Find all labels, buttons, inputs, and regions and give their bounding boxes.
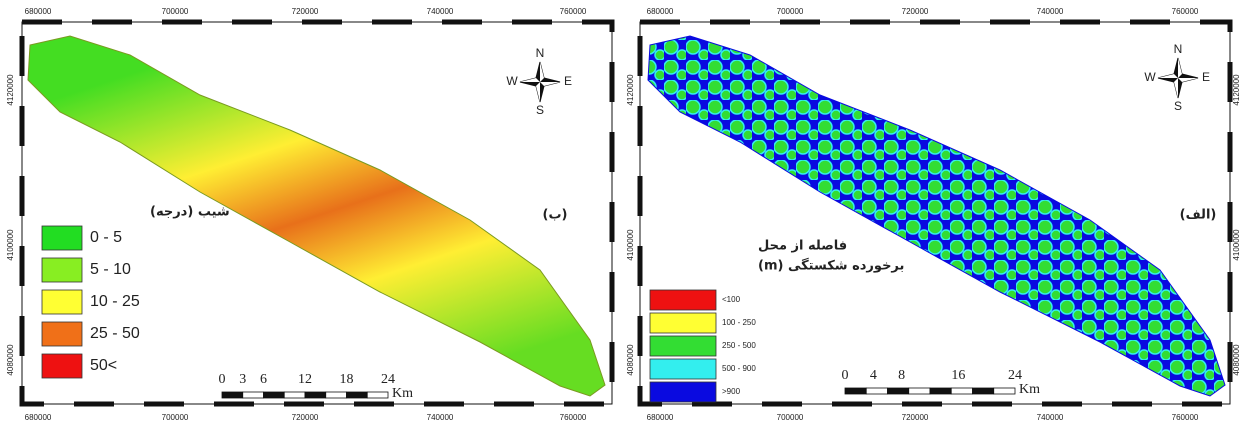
legend-swatch bbox=[650, 290, 716, 310]
top-tick-label: 740000 bbox=[427, 7, 454, 16]
legend-swatch bbox=[42, 322, 82, 346]
scale-bar-segment bbox=[222, 392, 243, 398]
left-tick-label: 4100000 bbox=[626, 229, 635, 261]
scale-unit: Km bbox=[1019, 382, 1040, 397]
scale-label: 0 bbox=[219, 372, 226, 387]
right-tick-label: 4100000 bbox=[1232, 229, 1241, 261]
scale-bar-segment bbox=[951, 388, 972, 394]
map-figure: 680000 700000 720000 740000 760000 680000 7000… bbox=[0, 0, 1248, 430]
legend-title: برخورده شکستگی (m) bbox=[758, 258, 904, 274]
scale-label: 18 bbox=[340, 372, 354, 387]
legend-swatch bbox=[650, 336, 716, 356]
compass-e: E bbox=[1202, 70, 1210, 84]
compass-n: N bbox=[536, 46, 545, 60]
top-tick-label: 760000 bbox=[1172, 7, 1199, 16]
legend-swatch bbox=[650, 382, 716, 402]
compass-n: N bbox=[1174, 42, 1183, 56]
legend-label: 250 - 500 bbox=[722, 341, 756, 350]
left-tick-label: 4080000 bbox=[626, 344, 635, 376]
compass-s: S bbox=[536, 103, 544, 117]
scale-bar-segment bbox=[994, 388, 1015, 394]
left-tick-label: 4080000 bbox=[6, 344, 15, 376]
legend-swatch bbox=[650, 313, 716, 333]
scale-label: 0 bbox=[842, 368, 849, 383]
bottom-tick-label: 680000 bbox=[25, 413, 52, 422]
top-tick-label: 680000 bbox=[25, 7, 52, 16]
top-tick-label: 680000 bbox=[647, 7, 674, 16]
panel-label: (ب) bbox=[543, 208, 568, 223]
scale-label: 8 bbox=[898, 368, 905, 383]
bottom-tick-label: 760000 bbox=[1172, 413, 1199, 422]
scale-bar-segment bbox=[305, 392, 326, 398]
legend-label: 50< bbox=[90, 357, 117, 374]
left-tick-label: 4100000 bbox=[6, 229, 15, 261]
scale-bar-segment bbox=[866, 388, 887, 394]
bottom-tick-label: 720000 bbox=[292, 413, 319, 422]
legend-label: 500 - 900 bbox=[722, 364, 756, 373]
compass-e: E bbox=[564, 74, 572, 88]
bottom-tick-label: 760000 bbox=[560, 413, 587, 422]
scale-bar-segment bbox=[845, 388, 866, 394]
legend-swatch bbox=[650, 359, 716, 379]
bottom-tick-label: 740000 bbox=[427, 413, 454, 422]
bottom-tick-label: 740000 bbox=[1037, 413, 1064, 422]
legend-swatch bbox=[42, 290, 82, 314]
top-tick-label: 700000 bbox=[162, 7, 189, 16]
legend-label: 25 - 50 bbox=[90, 325, 140, 342]
left-tick-label: 4120000 bbox=[6, 74, 15, 106]
legend-label: 0 - 5 bbox=[90, 229, 122, 246]
scale-bar-segment bbox=[909, 388, 930, 394]
scale-bar-segment bbox=[930, 388, 951, 394]
right-tick-label: 4120000 bbox=[1232, 74, 1241, 106]
scale-bar-segment bbox=[973, 388, 994, 394]
scale-label: 3 bbox=[239, 372, 246, 387]
scale-label: 12 bbox=[298, 372, 312, 387]
legend-label: 5 - 10 bbox=[90, 261, 131, 278]
legend-swatch bbox=[42, 258, 82, 282]
bottom-tick-label: 700000 bbox=[777, 413, 804, 422]
left-tick-label: 4120000 bbox=[626, 74, 635, 106]
legend-label: <100 bbox=[722, 295, 741, 304]
scale-unit: Km bbox=[392, 386, 413, 401]
top-tick-label: 720000 bbox=[292, 7, 319, 16]
scale-label: 4 bbox=[870, 368, 877, 383]
scale-label: 6 bbox=[260, 372, 267, 387]
legend-title: شیب (درجه) bbox=[150, 205, 230, 220]
scale-bar-segment bbox=[284, 392, 305, 398]
scale-label: 24 bbox=[381, 372, 395, 387]
panel-label: (الف) bbox=[1180, 208, 1217, 223]
top-tick-label: 760000 bbox=[560, 7, 587, 16]
scale-bar-segment bbox=[888, 388, 909, 394]
scale-bar-segment bbox=[326, 392, 347, 398]
scale-bar-segment bbox=[367, 392, 388, 398]
bottom-tick-label: 720000 bbox=[902, 413, 929, 422]
compass-w: W bbox=[506, 74, 518, 88]
scale-bar-segment bbox=[264, 392, 285, 398]
top-tick-label: 740000 bbox=[1037, 7, 1064, 16]
legend-label: >900 bbox=[722, 387, 741, 396]
legend-title: فاصله از محل bbox=[758, 239, 847, 254]
scale-label: 16 bbox=[951, 368, 965, 383]
bottom-tick-label: 700000 bbox=[162, 413, 189, 422]
legend-swatch bbox=[42, 226, 82, 250]
top-tick-label: 700000 bbox=[777, 7, 804, 16]
scale-bar-segment bbox=[243, 392, 264, 398]
right-tick-label: 4080000 bbox=[1232, 344, 1241, 376]
scale-label: 24 bbox=[1008, 368, 1022, 383]
bottom-tick-label: 680000 bbox=[647, 413, 674, 422]
top-tick-label: 720000 bbox=[902, 7, 929, 16]
legend-label: 10 - 25 bbox=[90, 293, 140, 310]
compass-w: W bbox=[1144, 70, 1156, 84]
legend-label: 100 - 250 bbox=[722, 318, 756, 327]
legend-swatch bbox=[42, 354, 82, 378]
scale-bar-segment bbox=[347, 392, 368, 398]
compass-s: S bbox=[1174, 99, 1182, 113]
